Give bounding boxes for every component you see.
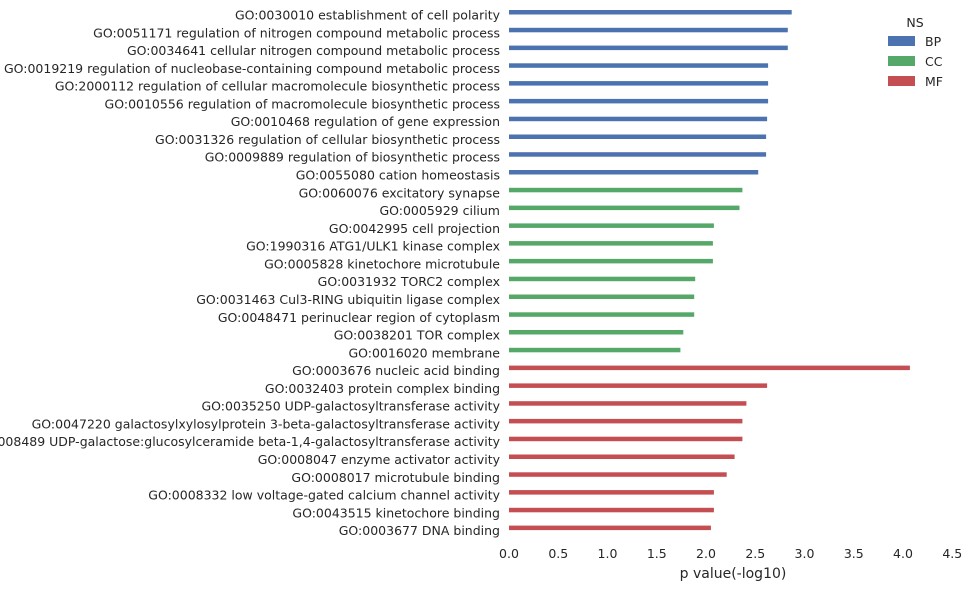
bar-26 [509, 472, 727, 477]
bar-7 [509, 134, 767, 139]
bar-12 [509, 223, 714, 228]
y-tick-label: GO:0010468 regulation of gene expression [231, 114, 500, 129]
legend-label-mf: MF [925, 74, 943, 89]
bar-18 [509, 330, 684, 335]
y-tick-label: GO:0031932 TORC2 complex [318, 274, 500, 289]
x-axis-label: p value(-log10) [680, 566, 787, 582]
bar-5 [509, 98, 769, 104]
y-tick-label: GO:0035250 UDP-galactosyltransferase act… [201, 399, 500, 414]
y-tick-label: GO:0042995 cell projection [329, 221, 500, 236]
bar-23 [509, 418, 743, 424]
y-tick-label: GO:0009889 regulation of biosynthetic pr… [205, 150, 500, 165]
legend-swatch-cc [888, 56, 915, 66]
y-tick-label: GO:0060076 excitatory synapse [299, 185, 501, 200]
x-tick-label: 2.5 [745, 546, 765, 561]
bar-13 [509, 241, 713, 246]
bar-10 [509, 187, 743, 193]
bar-25 [509, 454, 735, 459]
x-tick-label: 2.0 [696, 546, 716, 561]
bar-4 [509, 81, 769, 86]
bar-1 [509, 27, 788, 33]
y-tick-label: GO:0031326 regulation of cellular biosyn… [155, 132, 500, 147]
x-tick-label: 3.5 [844, 546, 864, 561]
x-tick-label: 4.0 [893, 546, 913, 561]
x-tick-label: 3.0 [795, 546, 815, 561]
legend-swatch-mf [888, 76, 915, 86]
y-tick-label: GO:2000112 regulation of cellular macrom… [55, 79, 500, 94]
bar-16 [509, 294, 695, 299]
bar-9 [509, 170, 759, 175]
bar-2 [509, 45, 788, 51]
bar-21 [509, 383, 768, 388]
legend-title: NS [906, 15, 923, 30]
y-tick-label: GO:0010556 regulation of macromolecule b… [105, 96, 500, 111]
y-tick-label: GO:0055080 cation homeostasis [296, 168, 500, 183]
y-tick-label: GO:0005828 kinetochore microtubule [264, 256, 500, 271]
y-tick-label: GO:0030010 establishment of cell polarit… [235, 8, 501, 23]
y-tick-label: GO:0048471 perinuclear region of cytopla… [218, 310, 500, 325]
bar-24 [509, 436, 743, 442]
bar-19 [509, 347, 681, 353]
legend-label-cc: CC [925, 54, 943, 69]
bar-28 [509, 507, 714, 513]
x-tick-label: 1.5 [647, 546, 667, 561]
y-tick-label: GO:0047220 galactosylxylosylprotein 3-be… [32, 416, 501, 431]
legend-label-bp: BP [925, 34, 942, 49]
bar-3 [509, 63, 769, 68]
x-tick-label: 4.5 [942, 546, 962, 561]
bar-11 [509, 205, 740, 211]
y-tick-label: GO:0003676 nucleic acid binding [292, 363, 500, 378]
bar-6 [509, 116, 768, 122]
y-tick-label: GO:0051171 regulation of nitrogen compou… [93, 25, 500, 40]
y-tick-label: GO:0008047 enzyme activator activity [258, 452, 501, 467]
bar-22 [509, 401, 747, 406]
y-tick-label: GO:0008332 low voltage-gated calcium cha… [148, 488, 500, 503]
x-tick-label: 0.0 [499, 546, 519, 561]
bar-27 [509, 490, 714, 495]
y-tick-label: GO:0032403 protein complex binding [265, 381, 500, 396]
legend-swatch-bp [888, 36, 915, 46]
y-tick-label: GO:0008017 microtubule binding [291, 470, 500, 485]
y-tick-label: GO:0008489 UDP-galactose:glucosylceramid… [0, 434, 501, 449]
bar-29 [509, 525, 711, 531]
y-tick-label: GO:0003677 DNA binding [339, 523, 500, 538]
y-tick-labels: GO:0030010 establishment of cell polarit… [0, 8, 501, 539]
bar-0 [509, 10, 792, 15]
bar-20 [509, 365, 910, 371]
bars-group [509, 10, 910, 531]
y-tick-label: GO:0031463 Cul3-RING ubiquitin ligase co… [196, 292, 500, 307]
bar-8 [509, 152, 767, 157]
y-tick-label: GO:0038201 TOR complex [334, 328, 500, 343]
y-tick-label: GO:0005929 cilium [379, 203, 500, 218]
y-tick-label: GO:1990316 ATG1/ULK1 kinase complex [246, 239, 500, 254]
y-tick-label: GO:0034641 cellular nitrogen compound me… [127, 43, 500, 58]
y-tick-label: GO:0019219 regulation of nucleobase-cont… [4, 61, 500, 76]
bar-15 [509, 276, 696, 282]
x-tick-labels: 0.0 0.5 1.0 1.5 2.0 2.5 3.0 3.5 4.0 4.5 [499, 546, 962, 561]
bar-14 [509, 258, 713, 264]
y-tick-label: GO:0043515 kinetochore binding [292, 505, 500, 520]
x-tick-label: 0.5 [548, 546, 568, 561]
x-tick-label: 1.0 [598, 546, 618, 561]
bar-17 [509, 312, 695, 317]
y-tick-label: GO:0016020 membrane [348, 345, 500, 360]
